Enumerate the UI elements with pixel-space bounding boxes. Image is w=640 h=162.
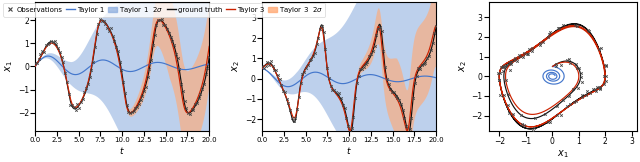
X-axis label: $t$: $t$ (346, 145, 352, 156)
X-axis label: $x_1$: $x_1$ (557, 148, 569, 160)
Y-axis label: $x_2$: $x_2$ (230, 61, 242, 72)
Legend: Observations, Taylor 1, Taylor 1  $2\sigma$, ground truth, Taylor 3, Taylor 3  $: Observations, Taylor 1, Taylor 1 $2\sigm… (3, 3, 325, 17)
Y-axis label: $x_1$: $x_1$ (3, 61, 15, 72)
X-axis label: $t$: $t$ (119, 145, 125, 156)
Y-axis label: $x_2$: $x_2$ (457, 61, 468, 72)
